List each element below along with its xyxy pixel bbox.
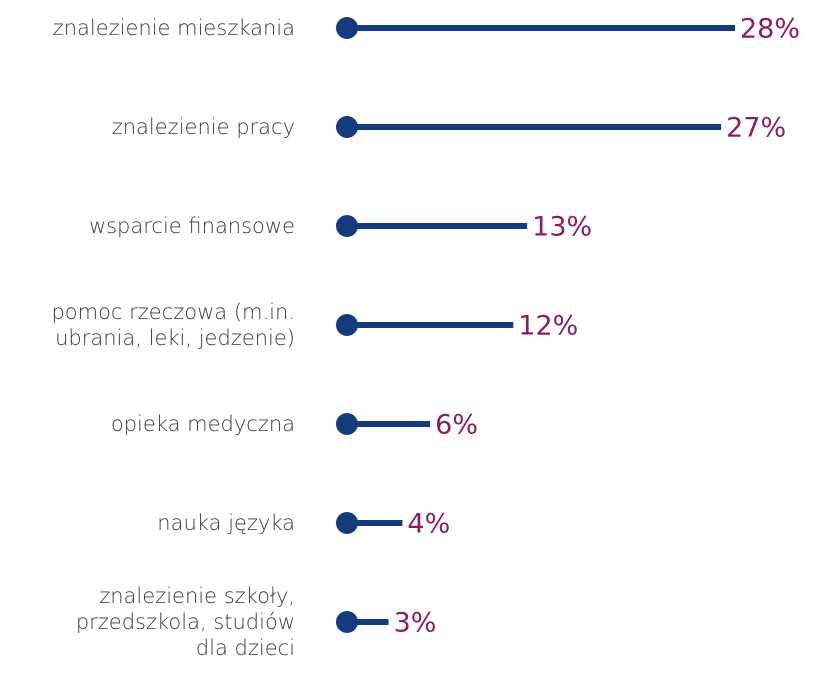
category-label: wsparcie finansowe bbox=[89, 214, 295, 238]
lollipop-dot bbox=[336, 611, 358, 633]
value-label: 12% bbox=[518, 311, 578, 342]
lollipop-dot bbox=[336, 413, 358, 435]
lollipop-dot bbox=[336, 314, 358, 336]
lollipop-dot bbox=[336, 17, 358, 39]
category-label: znalezienie pracy bbox=[112, 115, 295, 139]
category-label: znalezienie mieszkania bbox=[53, 16, 295, 40]
category-label: znalezienie szkoły, przedszkola, studiów d… bbox=[76, 584, 295, 660]
value-label: 13% bbox=[532, 212, 592, 243]
value-label: 4% bbox=[407, 509, 450, 540]
category-label: nauka języka bbox=[157, 511, 295, 535]
lollipop-dot bbox=[336, 512, 358, 534]
value-label: 27% bbox=[726, 113, 786, 144]
value-label: 6% bbox=[435, 410, 478, 441]
lollipop-dot bbox=[336, 215, 358, 237]
category-label: opieka medyczna bbox=[111, 412, 295, 436]
value-label: 28% bbox=[740, 14, 800, 45]
value-label: 3% bbox=[394, 608, 437, 639]
lollipop-dot bbox=[336, 116, 358, 138]
category-label: pomoc rzeczowa (m.in. ubrania, leki, jedz… bbox=[51, 300, 295, 350]
